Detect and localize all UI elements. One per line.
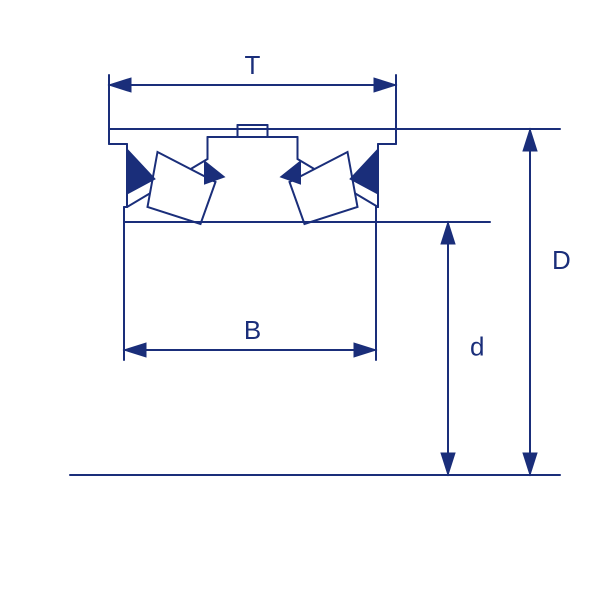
label-D: D (552, 245, 571, 275)
canvas-bg (0, 0, 600, 600)
label-T: T (245, 50, 261, 80)
label-B: B (244, 315, 261, 345)
label-d: d (470, 331, 484, 361)
